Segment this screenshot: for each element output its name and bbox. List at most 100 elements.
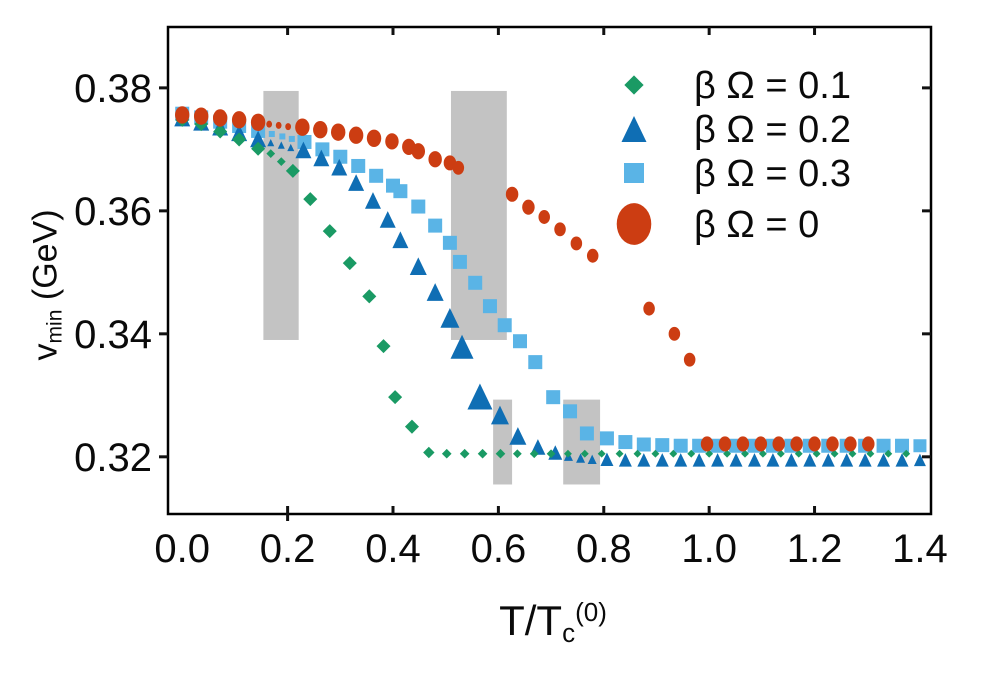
data-point-beta-omega-0.3 [528, 355, 543, 370]
data-point-beta-omega-0.3 [913, 439, 927, 453]
legend-label-beta-omega-0.2: β Ω = 0.2 [694, 109, 851, 151]
data-point-beta-omega-0.1 [423, 446, 435, 459]
data-point-beta-omega-0.3 [351, 158, 366, 173]
x-tick-label: 1.0 [681, 527, 737, 571]
data-point-beta-omega-0.2 [618, 453, 632, 467]
data-point-beta-omega-0.2 [409, 257, 427, 276]
data-point-beta-omega-0.2 [840, 453, 854, 467]
data-point-beta-omega-0 [313, 120, 328, 139]
legend-marker-beta-omega-0.1 [624, 75, 644, 95]
x-tick-label: 0.6 [471, 527, 527, 571]
x-axis-label-sup: (0) [575, 596, 607, 627]
data-point-beta-omega-0 [668, 326, 681, 341]
data-point-beta-omega-0.2 [729, 453, 743, 467]
data-point-beta-omega-0.1 [477, 448, 488, 459]
data-point-beta-omega-0.1 [388, 390, 403, 405]
shaded-band [450, 90, 507, 340]
data-point-beta-omega-0.1 [758, 449, 767, 458]
data-point-beta-omega-0 [366, 129, 382, 147]
data-point-beta-omega-0.2 [803, 453, 817, 467]
x-tick-label: 0.4 [365, 527, 421, 571]
data-point-beta-omega-0.3 [468, 275, 483, 290]
data-point-beta-omega-0.2 [287, 143, 295, 152]
data-point-beta-omega-0.2 [426, 283, 444, 301]
data-point-beta-omega-0.3 [655, 438, 670, 453]
data-point-beta-omega-0.1 [794, 449, 803, 458]
data-point-beta-omega-0 [643, 301, 655, 316]
data-point-beta-omega-0.3 [452, 254, 467, 269]
legend-marker-beta-omega-0.3 [624, 163, 644, 183]
shaded-band [263, 90, 299, 340]
data-point-beta-omega-0.3 [268, 130, 275, 137]
data-point-beta-omega-0.1 [276, 157, 286, 167]
data-point-beta-omega-0.3 [411, 199, 426, 214]
data-point-beta-omega-0.1 [342, 256, 357, 271]
data-point-beta-omega-0 [718, 436, 732, 452]
x-tick-label: 0.0 [154, 527, 210, 571]
data-point-beta-omega-0.1 [459, 448, 470, 459]
data-point-beta-omega-0.2 [331, 158, 348, 176]
data-point-beta-omega-0.1 [441, 448, 452, 459]
data-point-beta-omega-0.2 [913, 453, 926, 467]
data-point-beta-omega-0 [586, 248, 599, 263]
y-axis-label: vmin (GeV) [27, 209, 67, 360]
data-point-beta-omega-0.3 [428, 218, 443, 233]
data-point-beta-omega-0.3 [393, 184, 408, 199]
data-point-beta-omega-0 [538, 210, 550, 224]
data-point-beta-omega-0.2 [440, 307, 460, 328]
data-point-beta-omega-0 [428, 151, 442, 168]
data-point-beta-omega-0.2 [784, 453, 798, 467]
data-point-beta-omega-0 [736, 436, 750, 452]
data-point-beta-omega-0.3 [442, 235, 457, 250]
data-point-beta-omega-0 [862, 436, 875, 452]
data-point-beta-omega-0.3 [546, 390, 561, 405]
data-point-beta-omega-0 [754, 436, 768, 452]
data-point-beta-omega-0.3 [563, 404, 578, 419]
data-point-beta-omega-0.2 [295, 141, 312, 159]
data-point-beta-omega-0 [275, 121, 282, 129]
data-point-beta-omega-0.1 [597, 449, 606, 458]
data-point-beta-omega-0.2 [766, 453, 780, 467]
data-point-beta-omega-0.3 [673, 438, 688, 453]
data-point-beta-omega-0.1 [303, 192, 318, 207]
data-point-beta-omega-0.2 [490, 405, 509, 425]
data-point-beta-omega-0.2 [509, 427, 527, 445]
data-point-beta-omega-0.1 [322, 224, 337, 239]
y-axis-label-sub: min [43, 309, 67, 344]
y-tick-label: 0.32 [74, 436, 152, 480]
data-point-beta-omega-0.1 [705, 449, 714, 458]
data-point-beta-omega-0.1 [512, 449, 522, 459]
data-point-beta-omega-0.2 [895, 453, 909, 467]
data-point-beta-omega-0.1 [830, 449, 839, 458]
data-point-beta-omega-0.2 [379, 211, 396, 228]
data-point-beta-omega-0 [522, 199, 535, 215]
data-point-beta-omega-0.1 [723, 449, 732, 458]
data-point-beta-omega-0.2 [587, 454, 597, 464]
data-point-beta-omega-0.2 [655, 453, 669, 467]
data-point-beta-omega-0.2 [711, 453, 725, 467]
data-point-beta-omega-0.2 [877, 453, 891, 467]
data-point-beta-omega-0.1 [495, 448, 506, 459]
data-point-beta-omega-0 [452, 160, 465, 175]
legend-label-beta-omega-0.1: β Ω = 0.1 [694, 65, 851, 107]
data-point-beta-omega-0.1 [848, 449, 857, 458]
data-point-beta-omega-0.2 [313, 149, 330, 167]
y-tick-label: 0.36 [74, 190, 152, 234]
data-point-beta-omega-0.1 [213, 124, 228, 139]
legend-label-beta-omega-0.3: β Ω = 0.3 [694, 153, 851, 195]
data-point-beta-omega-0 [266, 120, 273, 128]
data-point-beta-omega-0.1 [633, 449, 642, 458]
x-tick-label: 1.2 [787, 527, 843, 571]
data-point-beta-omega-0.1 [669, 449, 678, 458]
data-point-beta-omega-0.1 [546, 449, 556, 459]
data-point-beta-omega-0.3 [297, 134, 312, 149]
data-point-beta-omega-0 [193, 107, 209, 125]
data-point-beta-omega-0.3 [288, 135, 295, 142]
data-point-beta-omega-0 [348, 126, 364, 144]
data-point-beta-omega-0.2 [392, 231, 409, 249]
data-point-beta-omega-0.2 [277, 141, 285, 149]
legend-marker-beta-omega-0 [616, 203, 652, 245]
data-point-beta-omega-0 [554, 222, 566, 237]
